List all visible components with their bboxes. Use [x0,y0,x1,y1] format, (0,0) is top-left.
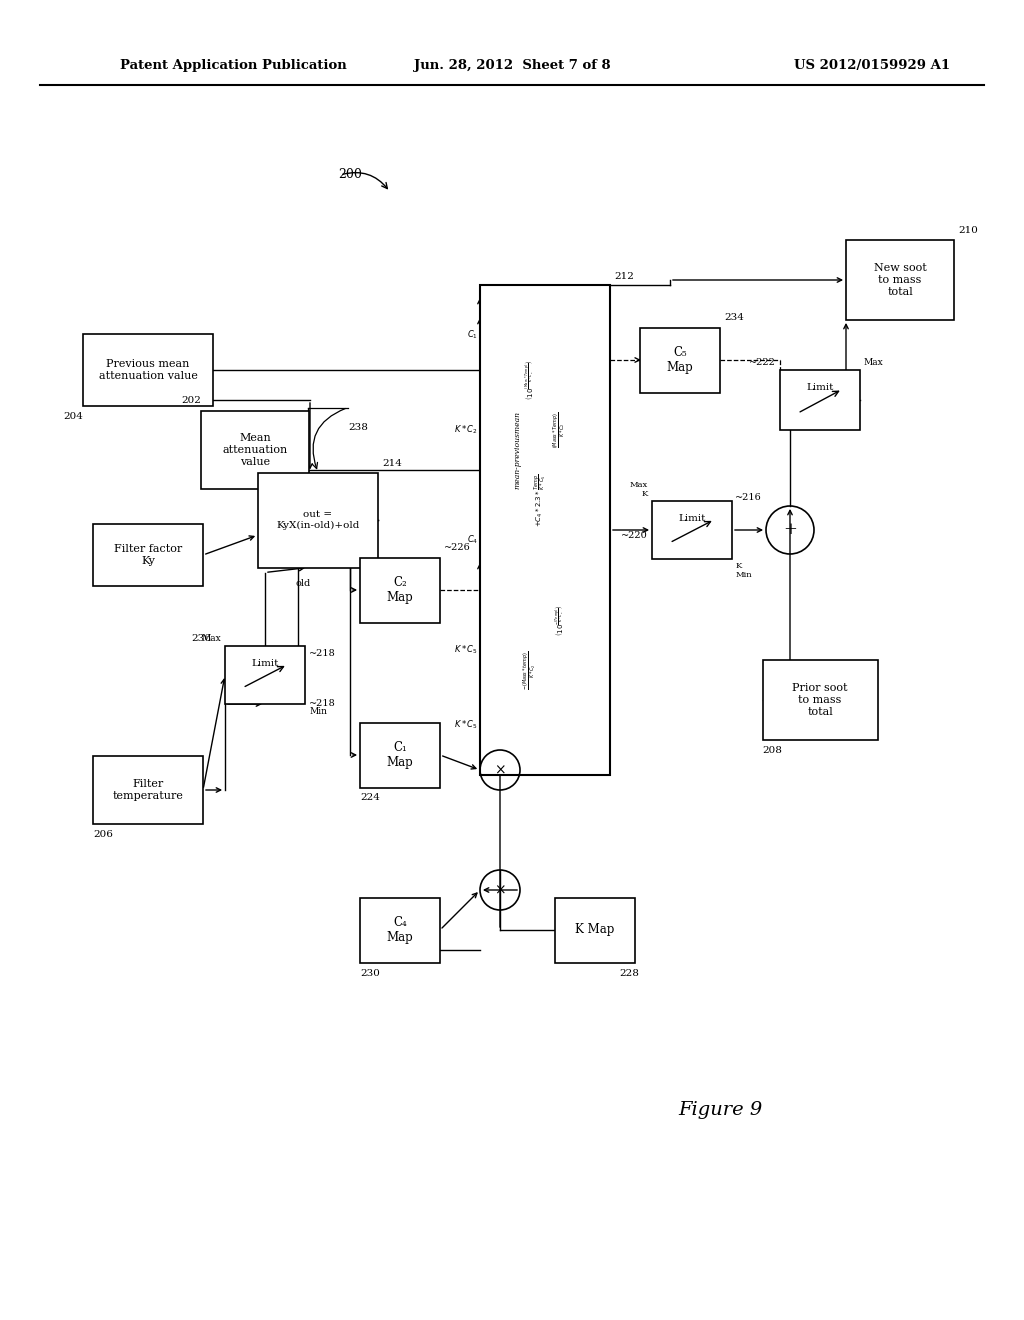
Text: Filter factor
Ky: Filter factor Ky [114,544,182,566]
Bar [360,722,440,788]
Text: New soot
to mass
total: New soot to mass total [873,264,927,297]
Text: ~218: ~218 [309,649,336,659]
Text: K
Min: K Min [736,562,753,579]
Text: Max
K: Max K [630,480,648,498]
Text: $\frac{(Mass*Temp)}{K*C_2}$: $\frac{(Mass*Temp)}{K*C_2}$ [552,412,568,449]
Text: 214: 214 [382,458,401,467]
Bar [225,645,305,704]
Text: ×: × [495,763,506,777]
Text: 236: 236 [191,634,211,643]
Bar [93,756,203,824]
Text: ~216: ~216 [735,492,762,502]
Text: C₁
Map: C₁ Map [387,741,414,770]
Text: 224: 224 [360,793,380,803]
Text: $\frac{-(Mass*temp)}{K*C_2}$: $\frac{-(Mass*temp)}{K*C_2}$ [522,651,538,690]
Text: $C_1$: $C_1$ [467,329,478,342]
Text: 204: 204 [63,412,83,421]
Bar [201,411,309,488]
Text: old: old [295,579,310,589]
Text: out =
KyX(in-old)+old: out = KyX(in-old)+old [276,511,359,529]
Text: C₂
Map: C₂ Map [387,576,414,605]
Text: 208: 208 [763,746,782,755]
Text: $+C_4*2.3*\frac{Temp}{K*C_5}$: $+C_4*2.3*\frac{Temp}{K*C_5}$ [532,474,548,527]
Bar [93,524,203,586]
Bar [480,285,610,775]
Text: Limit: Limit [678,513,706,523]
Text: +: + [783,521,797,539]
Text: 210: 210 [958,226,978,235]
Text: 238: 238 [348,422,368,432]
Bar [640,327,720,392]
Text: ×: × [495,883,506,898]
Text: C₄
Map: C₄ Map [387,916,414,944]
Text: US 2012/0159929 A1: US 2012/0159929 A1 [794,58,950,71]
Text: mean-previousmean: mean-previousmean [513,411,521,488]
Text: 200: 200 [338,169,361,181]
Text: 212: 212 [614,272,634,281]
Text: $C_4$: $C_4$ [467,533,478,546]
Text: Mean
attenuation
value: Mean attenuation value [222,433,288,466]
Text: $K*C_5$: $K*C_5$ [454,719,478,731]
Bar [360,557,440,623]
Text: 234: 234 [724,314,743,322]
Text: Max: Max [202,634,221,643]
Bar [83,334,213,407]
Text: ~218: ~218 [309,700,336,709]
Text: Min: Min [309,708,327,715]
Text: Max: Max [864,358,884,367]
Bar [555,898,635,962]
Text: Previous mean
attenuation value: Previous mean attenuation value [98,359,198,380]
Bar [780,370,860,430]
Text: Patent Application Publication: Patent Application Publication [120,58,347,71]
Text: Filter
temperature: Filter temperature [113,779,183,801]
Text: $K*C_5$: $K*C_5$ [454,644,478,656]
Text: Jun. 28, 2012  Sheet 7 of 8: Jun. 28, 2012 Sheet 7 of 8 [414,58,610,71]
Text: Limit: Limit [251,659,279,668]
Text: $\left(10^{\frac{-(Temp)}{K*C_2}}\right)$: $\left(10^{\frac{-(Temp)}{K*C_2}}\right)… [553,605,566,636]
Text: C₅
Map: C₅ Map [667,346,693,374]
Text: Prior soot
to mass
total: Prior soot to mass total [793,684,848,717]
Text: K Map: K Map [575,924,614,936]
Text: Limit: Limit [806,384,834,392]
Text: 230: 230 [360,969,380,978]
Text: 202: 202 [181,396,201,405]
Text: 228: 228 [620,969,639,978]
Text: ~226: ~226 [444,544,471,553]
Bar [846,240,954,319]
Text: ~220: ~220 [622,531,648,540]
Text: ~222: ~222 [750,358,776,367]
Bar [360,898,440,962]
Text: $K*C_2$: $K*C_2$ [454,424,478,436]
Bar [258,473,378,568]
Text: Figure 9: Figure 9 [678,1101,762,1119]
Text: $\left(10^{\frac{(Mass*Temp)}{K*C_2}}\right)$: $\left(10^{\frac{(Mass*Temp)}{K*C_2}}\ri… [523,360,537,400]
Bar [652,502,732,558]
Text: 206: 206 [93,830,113,840]
Bar [763,660,878,741]
